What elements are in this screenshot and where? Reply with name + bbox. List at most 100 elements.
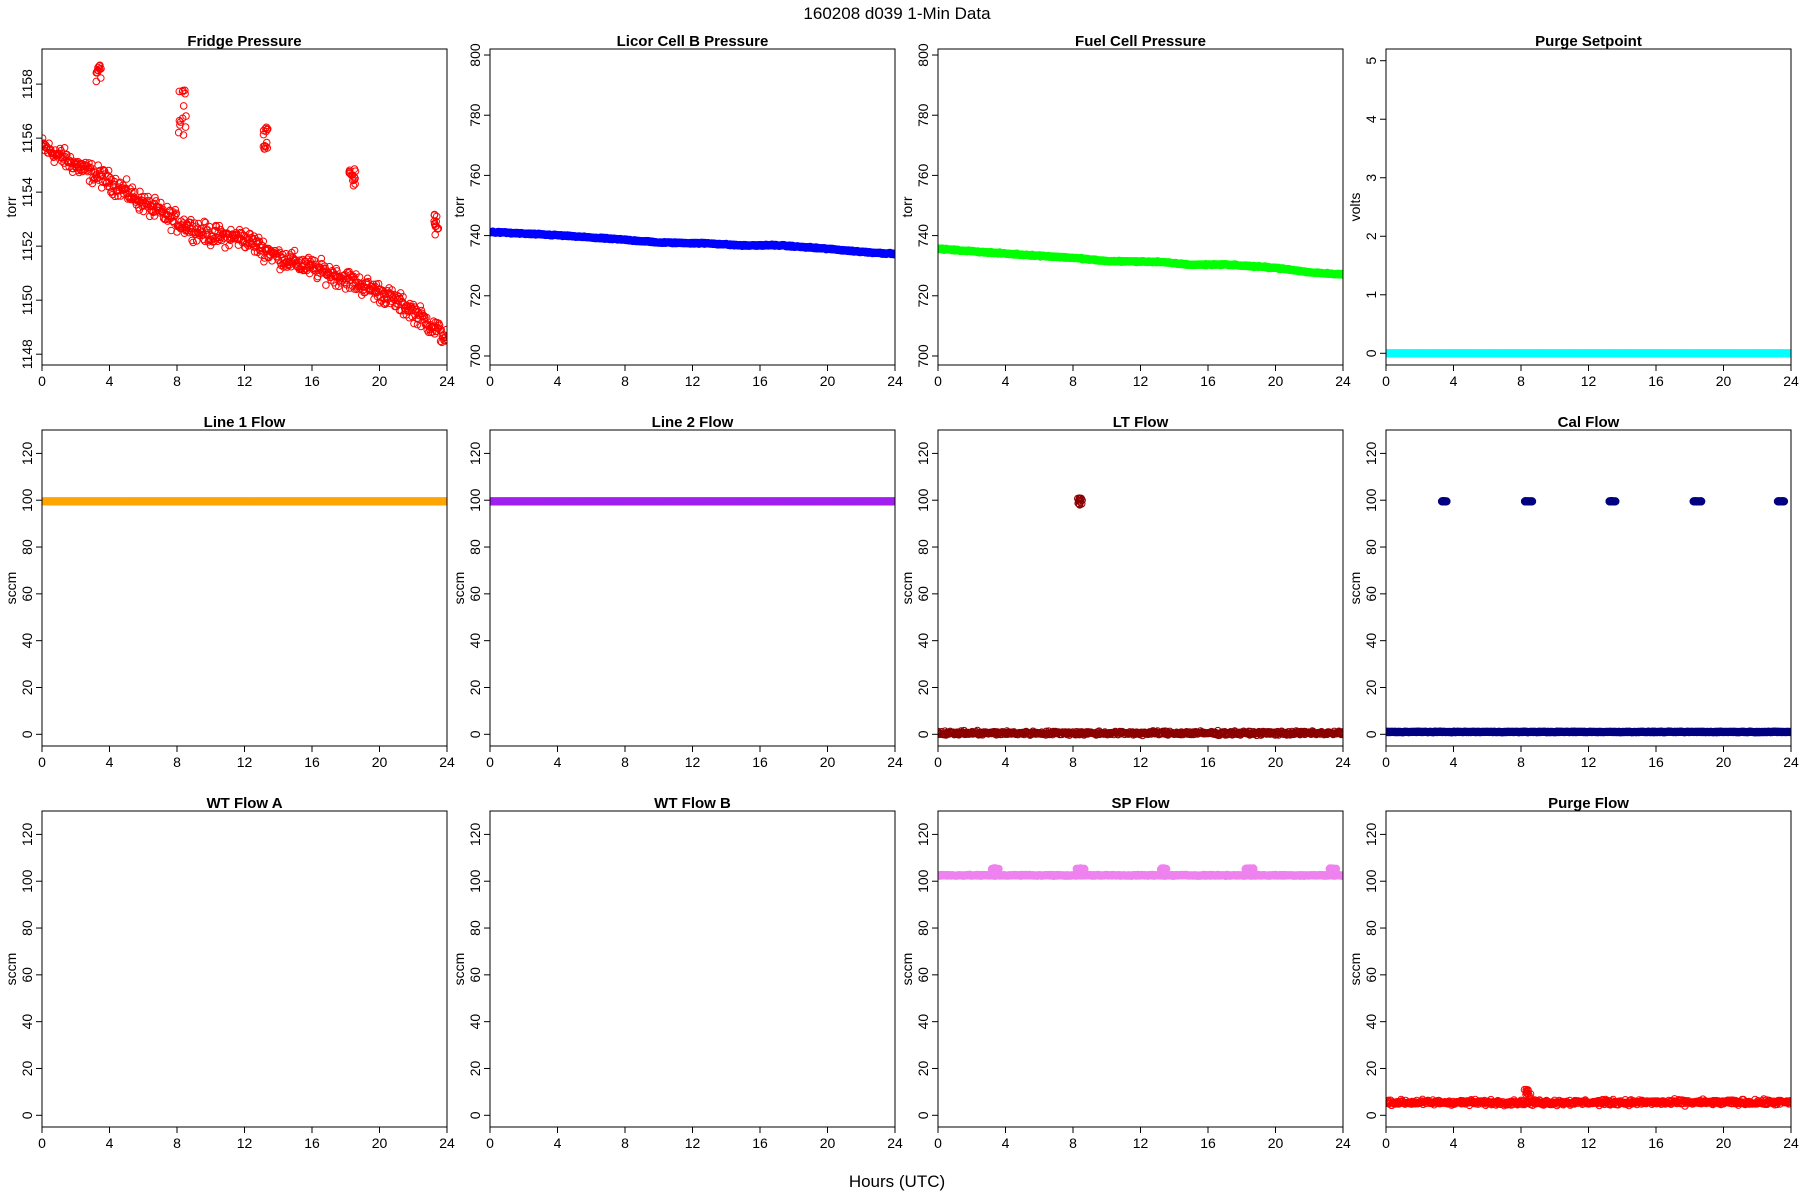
y-tick-label: 40	[467, 633, 483, 649]
y-tick-label: 1148	[19, 339, 35, 369]
data-points	[490, 497, 895, 506]
data-point	[410, 303, 419, 311]
data-point	[212, 221, 220, 230]
data-point	[151, 193, 159, 202]
y-tick-label: 100	[19, 488, 35, 512]
data-point	[435, 321, 444, 330]
x-tick-label: 20	[372, 373, 388, 389]
data-point	[179, 102, 188, 110]
data-point	[317, 254, 326, 263]
x-tick-label: 8	[173, 754, 181, 770]
panel-title: Purge Setpoint	[1535, 33, 1642, 50]
data-point	[201, 218, 210, 227]
x-tick-label: 16	[1648, 373, 1664, 389]
data-point	[122, 175, 131, 183]
data-point	[106, 173, 115, 182]
x-tick-label: 24	[887, 373, 903, 389]
x-tick-label: 12	[237, 373, 253, 389]
x-tick-label: 20	[820, 373, 836, 389]
y-tick-label: 800	[915, 43, 931, 67]
data-points	[42, 497, 447, 506]
x-tick-label: 8	[1069, 373, 1077, 389]
data-point	[260, 257, 268, 266]
data-point	[380, 295, 389, 303]
data-point	[349, 181, 358, 190]
data-point	[94, 161, 102, 169]
y-tick-label: 780	[915, 103, 931, 127]
plot-frame	[1385, 48, 1792, 366]
x-tick-label: 12	[1581, 373, 1597, 389]
x-tick-label: 12	[1133, 373, 1149, 389]
data-point	[121, 184, 130, 192]
data-point	[1338, 270, 1343, 279]
data-point	[88, 179, 97, 188]
y-tick-label: 60	[915, 586, 931, 602]
x-tick-label: 16	[1200, 754, 1216, 770]
x-tick-label: 20	[372, 754, 388, 770]
data-point	[441, 337, 447, 345]
y-tick-label: 0	[1363, 349, 1379, 357]
data-point	[100, 166, 108, 175]
x-tick-label: 24	[1783, 373, 1799, 389]
panel-title: LT Flow	[1113, 414, 1169, 431]
data-point	[128, 183, 137, 191]
data-point	[1786, 349, 1791, 358]
data-point	[143, 197, 151, 205]
data-point	[351, 180, 359, 188]
y-tick-label: 700	[467, 344, 483, 368]
data-point	[345, 167, 354, 176]
data-point	[144, 192, 152, 201]
data-point	[250, 248, 259, 256]
data-point	[407, 303, 416, 311]
data-point	[182, 112, 190, 120]
data-point	[79, 162, 87, 171]
data-points	[1386, 497, 1791, 737]
data-point	[260, 254, 269, 262]
data-point	[104, 166, 113, 175]
data-point	[172, 209, 181, 218]
data-point	[399, 293, 407, 301]
data-point	[1074, 497, 1083, 505]
data-point	[96, 61, 104, 70]
y-axis-label: torr	[451, 196, 467, 217]
plot-frame	[937, 429, 1344, 747]
data-point	[175, 87, 184, 96]
data-point	[1077, 494, 1085, 503]
x-tick-label: 24	[1335, 373, 1351, 389]
y-tick-label: 740	[467, 224, 483, 248]
data-point	[106, 183, 114, 191]
data-point	[259, 237, 268, 246]
y-tick-label: 80	[915, 539, 931, 555]
x-tick-label: 0	[934, 754, 942, 770]
y-tick-label: 60	[19, 586, 35, 602]
data-point	[92, 77, 101, 86]
data-point	[319, 269, 327, 277]
x-tick-label: 4	[554, 373, 562, 389]
y-tick-label: 40	[19, 633, 35, 649]
y-tick-label: 700	[915, 344, 931, 368]
y-tick-label: 740	[915, 224, 931, 248]
data-point	[150, 212, 159, 220]
panel-title: Fuel Cell Pressure	[1075, 33, 1206, 50]
y-tick-label: 720	[467, 284, 483, 308]
plot-frame	[489, 429, 896, 747]
y-axis-label: sccm	[451, 572, 467, 605]
data-point	[262, 123, 271, 132]
data-point	[176, 118, 185, 126]
data-points	[1386, 349, 1791, 358]
x-tick-label: 16	[752, 754, 768, 770]
y-tick-label: 1152	[19, 231, 35, 261]
y-axis-label: torr	[3, 196, 19, 217]
panel-title: Licor Cell B Pressure	[617, 33, 769, 50]
data-point	[442, 325, 447, 334]
y-tick-label: 20	[915, 679, 931, 695]
x-tick-label: 4	[106, 373, 114, 389]
data-point	[189, 238, 197, 247]
data-point	[259, 142, 268, 151]
panel-title: Line 1 Flow	[204, 414, 286, 431]
data-point	[174, 128, 183, 137]
